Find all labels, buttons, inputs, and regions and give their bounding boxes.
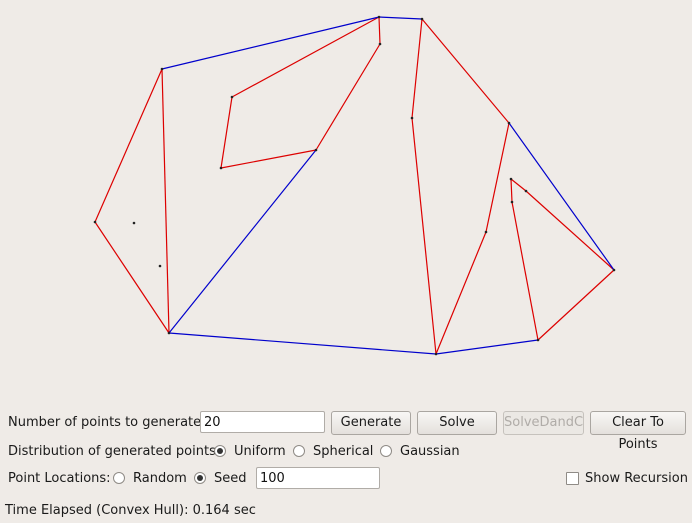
seed-label[interactable]: Seed (214, 471, 247, 486)
point (314, 148, 318, 152)
recursion-edge (485, 122, 510, 233)
recursion-edge (220, 96, 233, 169)
hull-canvas[interactable] (0, 0, 692, 400)
hull-edge (378, 16, 423, 20)
spherical-radio[interactable] (293, 445, 305, 457)
hull-edge (168, 332, 437, 355)
generate-row: Number of points to generate: Generate S… (0, 411, 692, 452)
point (377, 15, 381, 19)
recursion-edge (435, 231, 487, 355)
point (510, 200, 514, 204)
locations-label: Point Locations: (8, 471, 111, 486)
recursion-edge (94, 221, 170, 334)
point (93, 220, 97, 224)
recursion-edge (525, 190, 615, 271)
recursion-edge (537, 269, 615, 341)
point (219, 166, 223, 170)
num-points-input[interactable] (200, 411, 325, 433)
point (507, 121, 511, 125)
status-bar: Time Elapsed (Convex Hull): 0.164 sec (0, 499, 692, 523)
convex-hull-edges (161, 16, 615, 355)
recursion-edges (94, 16, 615, 355)
recursion-edge (411, 117, 437, 355)
point (132, 221, 136, 225)
show-recursion-checkbox[interactable] (566, 472, 579, 485)
recursion-edge (231, 16, 380, 98)
solve-button[interactable]: Solve (417, 411, 497, 435)
point (420, 17, 424, 21)
point (434, 352, 438, 356)
seed-radio[interactable] (194, 472, 206, 484)
random-radio[interactable] (113, 472, 125, 484)
time-elapsed-text: Time Elapsed (Convex Hull): 0.164 sec (5, 503, 256, 518)
seed-input[interactable] (256, 467, 380, 489)
recursion-edge (411, 18, 423, 119)
recursion-edge (378, 16, 381, 45)
point (410, 116, 414, 120)
recursion-edge (511, 201, 539, 341)
hull-edge (508, 122, 615, 271)
gaussian-label[interactable]: Gaussian (400, 444, 460, 459)
gaussian-radio[interactable] (380, 445, 392, 457)
spherical-label[interactable]: Spherical (313, 444, 374, 459)
point (524, 189, 528, 193)
points-layer (93, 15, 616, 356)
uniform-radio[interactable] (214, 445, 226, 457)
num-points-label: Number of points to generate: (8, 415, 206, 430)
point (378, 42, 382, 46)
recursion-edge (510, 178, 527, 192)
locations-row: Point Locations: Random Seed Show Recurs… (0, 467, 692, 491)
solve-dandc-button[interactable]: SolveDandC (503, 411, 584, 435)
clear-to-points-button[interactable]: Clear To Points (590, 411, 686, 452)
random-label[interactable]: Random (133, 471, 187, 486)
point (612, 268, 616, 272)
hull-edge (168, 149, 317, 334)
point (536, 338, 540, 342)
recursion-edge (220, 149, 317, 169)
hull-edge (161, 16, 380, 70)
show-recursion-label[interactable]: Show Recursion (585, 471, 688, 486)
point (160, 67, 164, 71)
point (509, 177, 513, 181)
recursion-edge (510, 178, 513, 203)
distribution-row: Distribution of generated points: Unifor… (0, 440, 692, 464)
point (167, 331, 171, 335)
point (230, 95, 234, 99)
recursion-edge (315, 43, 381, 151)
hull-edge (435, 339, 539, 355)
generate-button[interactable]: Generate (331, 411, 411, 435)
point (484, 230, 488, 234)
recursion-edge (421, 18, 510, 124)
distribution-label: Distribution of generated points: (8, 444, 221, 459)
recursion-edge (94, 68, 163, 223)
uniform-label[interactable]: Uniform (234, 444, 286, 459)
point (158, 264, 162, 268)
recursion-edge (161, 68, 170, 334)
